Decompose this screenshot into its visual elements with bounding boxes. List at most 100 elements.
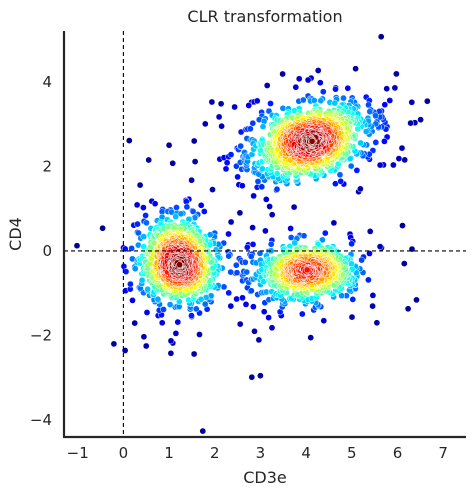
scatter-point bbox=[227, 302, 235, 310]
scatter-point bbox=[136, 181, 144, 189]
scatter-point bbox=[377, 33, 385, 41]
scatter-point bbox=[354, 125, 362, 133]
scatter-point bbox=[212, 246, 220, 254]
scatter-point bbox=[133, 201, 141, 209]
x-tick-label: 7 bbox=[438, 444, 448, 462]
scatter-point bbox=[262, 227, 269, 235]
scatter-point bbox=[391, 84, 399, 92]
scatter-point bbox=[201, 120, 209, 128]
scatter-point bbox=[239, 294, 246, 302]
data-points bbox=[73, 33, 431, 435]
scatter-point bbox=[218, 122, 225, 130]
scatter-point bbox=[134, 220, 141, 228]
scatter-point bbox=[220, 283, 228, 291]
scatter-point bbox=[209, 264, 217, 272]
scatter-point bbox=[291, 239, 298, 247]
scatter-point bbox=[143, 219, 150, 227]
scatter-point bbox=[249, 241, 257, 248]
scatter-point bbox=[177, 210, 185, 218]
y-axis-label: CD4 bbox=[6, 217, 25, 251]
scatter-point bbox=[247, 125, 254, 133]
scatter-point bbox=[223, 159, 231, 167]
scatter-point bbox=[319, 236, 326, 244]
scatter-point bbox=[369, 292, 377, 299]
scatter-point bbox=[268, 324, 276, 332]
scatter-point bbox=[249, 119, 257, 127]
scatter-point bbox=[260, 308, 268, 316]
scatter-point bbox=[267, 240, 275, 248]
scatter-point bbox=[197, 295, 205, 303]
scatter-point bbox=[243, 268, 251, 276]
scatter-point bbox=[267, 100, 274, 107]
chart-title: CLR transformation bbox=[187, 7, 342, 26]
scatter-point bbox=[373, 319, 381, 327]
scatter-point bbox=[99, 224, 106, 232]
scatter-point bbox=[279, 70, 286, 78]
scatter-point bbox=[144, 285, 152, 293]
scatter-point bbox=[268, 211, 276, 219]
scatter-point bbox=[265, 314, 272, 321]
scatter-point bbox=[73, 242, 81, 250]
scatter-point bbox=[242, 301, 250, 308]
scatter-point bbox=[238, 182, 246, 190]
scatter-point bbox=[142, 212, 149, 219]
scatter-point bbox=[369, 302, 376, 310]
scatter-point bbox=[300, 232, 308, 240]
x-tick-label: −1 bbox=[67, 444, 89, 462]
scatter-point bbox=[241, 258, 249, 266]
scatter-point bbox=[287, 234, 295, 241]
scatter-point bbox=[348, 240, 355, 248]
scatter-point bbox=[232, 261, 240, 269]
scatter-point bbox=[319, 88, 327, 96]
y-tick-label: 4 bbox=[42, 73, 52, 91]
scatter-point bbox=[358, 256, 365, 264]
scatter-point bbox=[295, 75, 303, 83]
y-tick-label: 0 bbox=[42, 242, 52, 260]
scatter-point bbox=[366, 250, 373, 257]
scatter-point bbox=[336, 171, 344, 179]
scatter-point bbox=[273, 185, 281, 193]
scatter-point bbox=[253, 97, 261, 105]
scatter-point bbox=[398, 144, 406, 152]
scatter-point bbox=[131, 265, 139, 273]
scatter-point bbox=[143, 309, 151, 316]
scatter-point bbox=[314, 67, 322, 74]
scatter-point bbox=[199, 427, 207, 435]
scatter-point bbox=[290, 203, 298, 211]
x-axis-label: CD3e bbox=[243, 468, 287, 487]
scatter-point bbox=[317, 97, 325, 105]
scatter-point bbox=[227, 268, 235, 276]
scatter-point bbox=[395, 155, 403, 162]
scatter-point bbox=[208, 98, 216, 106]
scatter-point bbox=[231, 103, 238, 111]
x-tick-label: 1 bbox=[164, 444, 174, 462]
scatter-point bbox=[140, 204, 147, 211]
scatter-point bbox=[298, 310, 306, 318]
scatter-point bbox=[190, 137, 198, 145]
scatter-point bbox=[188, 312, 195, 319]
y-tick-label: −4 bbox=[30, 411, 52, 429]
scatter-point bbox=[227, 218, 235, 226]
scatter-point bbox=[357, 139, 364, 147]
scatter-point bbox=[250, 192, 257, 200]
scatter-point bbox=[191, 158, 199, 165]
scatter-point bbox=[383, 85, 391, 93]
scatter-point bbox=[243, 243, 251, 251]
scatter-point bbox=[331, 99, 339, 107]
scatter-point bbox=[128, 245, 135, 252]
scatter-point bbox=[234, 173, 241, 181]
scatter-point bbox=[259, 165, 266, 173]
scatter-point bbox=[376, 243, 384, 250]
scatter-point bbox=[169, 159, 177, 167]
scatter-point bbox=[423, 97, 431, 105]
scatter-point bbox=[183, 203, 191, 211]
scatter-point bbox=[129, 297, 136, 304]
scatter-point bbox=[197, 201, 205, 209]
x-ticks: −1 0 1 2 3 4 5 6 7 bbox=[67, 444, 448, 462]
scatter-point bbox=[158, 319, 166, 327]
scatter-point bbox=[251, 327, 258, 335]
scatter-point bbox=[167, 349, 175, 357]
scatter-point bbox=[247, 253, 255, 260]
scatter-point bbox=[236, 320, 244, 328]
scatter-point bbox=[330, 219, 338, 227]
